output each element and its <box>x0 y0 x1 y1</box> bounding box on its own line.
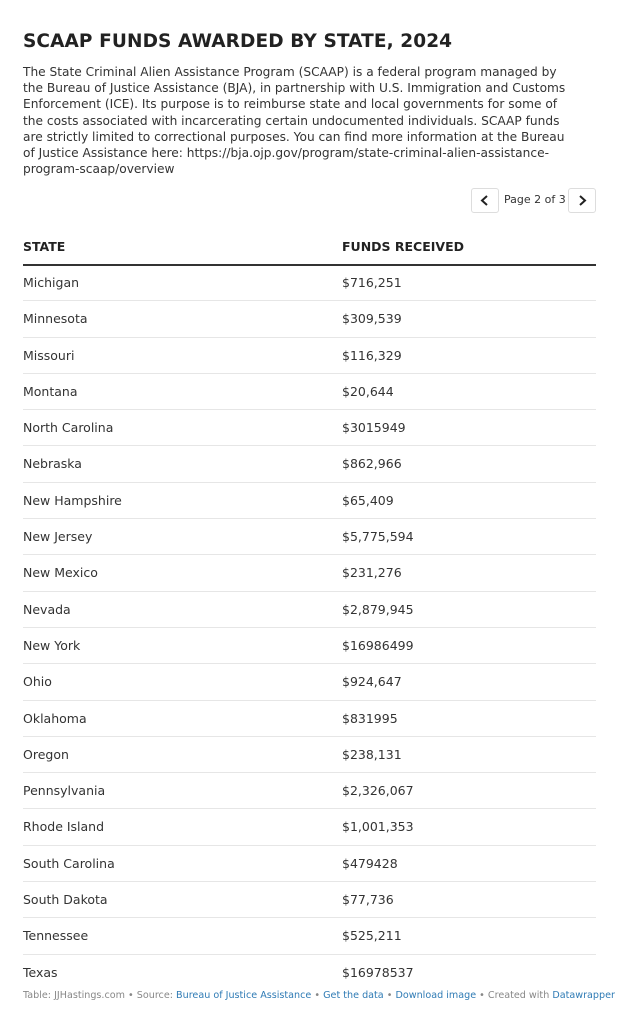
table-row: South Dakota $77,736 <box>23 882 596 919</box>
column-header[interactable]: STATE <box>23 239 66 254</box>
state-cell: Rhode Island <box>23 819 105 835</box>
state-cell: New Hampshire <box>23 492 122 508</box>
funds-cell: $3015949 <box>342 420 406 436</box>
funds-cell: $309,539 <box>342 311 402 327</box>
datawrapper-link[interactable]: Datawrapper <box>552 990 615 1001</box>
byline: Table: JJHastings.com <box>23 990 125 1001</box>
source-label: Source: <box>136 990 173 1001</box>
funds-cell: $716,251 <box>342 275 402 290</box>
table-row: Oregon $238,131 <box>23 737 596 774</box>
state-cell: Minnesota <box>23 311 88 327</box>
table-row: Michigan $716,251 <box>23 265 596 302</box>
table-row: Texas $16978537 <box>23 955 596 990</box>
created-label: Created with <box>487 990 550 1001</box>
column-header[interactable]: FUNDS RECEIVED <box>342 239 464 254</box>
state-cell: New Mexico <box>23 565 98 581</box>
state-cell: South Dakota <box>23 892 108 908</box>
state-cell: South Carolina <box>23 855 115 871</box>
page-label: Page 2 of 3 <box>504 193 566 206</box>
funds-cell: $479428 <box>342 855 398 871</box>
state-cell: Oregon <box>23 746 69 762</box>
funds-cell: $2,879,945 <box>342 601 414 617</box>
funds-cell: $16986499 <box>342 637 414 653</box>
title: SCAAP FUNDS AWARDED BY STATE, 2024 <box>23 31 453 52</box>
state-cell: Michigan <box>23 275 80 290</box>
table-row: New Mexico $231,276 <box>23 555 596 592</box>
get-data-link[interactable]: Get the data <box>323 990 384 1001</box>
pagination: Page 2 of 3 <box>471 188 596 213</box>
funds-cell: $1,001,353 <box>342 819 414 835</box>
separator: • <box>386 990 393 1001</box>
funds-cell: $5,775,594 <box>342 529 414 545</box>
funds-cell: $65,409 <box>342 492 394 508</box>
table-header: STATE FUNDS RECEIVED <box>23 238 596 266</box>
state-cell: New York <box>23 637 81 653</box>
state-cell: Pennsylvania <box>23 783 106 799</box>
state-cell: Montana <box>23 383 78 399</box>
table-row: New Jersey $5,775,594 <box>23 519 596 556</box>
state-cell: Ohio <box>23 674 52 690</box>
next-page-button[interactable] <box>568 188 596 213</box>
state-cell: Oklahoma <box>23 710 87 726</box>
footer: Table: JJHastings.com • Source: Bureau o… <box>23 990 615 1001</box>
description: The State Criminal Alien Assistance Prog… <box>23 65 566 177</box>
table-row: New York $16986499 <box>23 628 596 665</box>
source-link[interactable]: Bureau of Justice Assistance <box>176 990 312 1001</box>
table-row: Oklahoma $831995 <box>23 701 596 737</box>
separator: • <box>314 990 321 1001</box>
funds-cell: $238,131 <box>342 746 402 762</box>
funds-cell: $20,644 <box>342 383 394 399</box>
table-row: Pennsylvania $2,326,067 <box>23 773 596 810</box>
prev-icon <box>480 195 488 206</box>
funds-cell: $831995 <box>342 710 398 726</box>
funds-cell: $77,736 <box>342 892 394 908</box>
state-cell: Nebraska <box>23 456 82 472</box>
funds-cell: $16978537 <box>342 964 414 980</box>
state-cell: Tennessee <box>23 928 89 944</box>
download-link[interactable]: Download image <box>395 990 477 1001</box>
state-cell: Nevada <box>23 601 71 617</box>
table-body: Michigan $716,251 Minnesota $309,539 Missour… <box>23 265 596 990</box>
table-row: Minnesota $309,539 <box>23 301 596 338</box>
table-row: North Carolina $3015949 <box>23 410 596 447</box>
table-row: Ohio $924,647 <box>23 664 596 701</box>
table-row: New Hampshire $65,409 <box>23 483 596 520</box>
prev-page-button[interactable] <box>471 188 499 213</box>
separator: • <box>479 990 485 1001</box>
next-icon <box>579 195 587 206</box>
table-row: South Carolina $479428 <box>23 846 596 883</box>
funds-cell: $116,329 <box>342 347 402 363</box>
funds-cell: $525,211 <box>342 928 402 944</box>
funds-cell: $862,966 <box>342 456 402 472</box>
state-cell: New Jersey <box>23 529 93 545</box>
funds-cell: $924,647 <box>342 674 402 690</box>
table-row: Montana $20,644 <box>23 374 596 411</box>
table-row: Nevada $2,879,945 <box>23 592 596 628</box>
table-row: Missouri $116,329 <box>23 338 596 374</box>
funds-cell: $2,326,067 <box>342 783 414 799</box>
state-cell: Texas <box>23 964 58 980</box>
state-cell: Missouri <box>23 347 75 363</box>
state-cell: North Carolina <box>23 420 114 436</box>
separator: • <box>128 990 134 1001</box>
table-row: Rhode Island $1,001,353 <box>23 809 596 846</box>
funds-cell: $231,276 <box>342 565 402 581</box>
table-row: Tennessee $525,211 <box>23 918 596 955</box>
table-row: Nebraska $862,966 <box>23 446 596 483</box>
